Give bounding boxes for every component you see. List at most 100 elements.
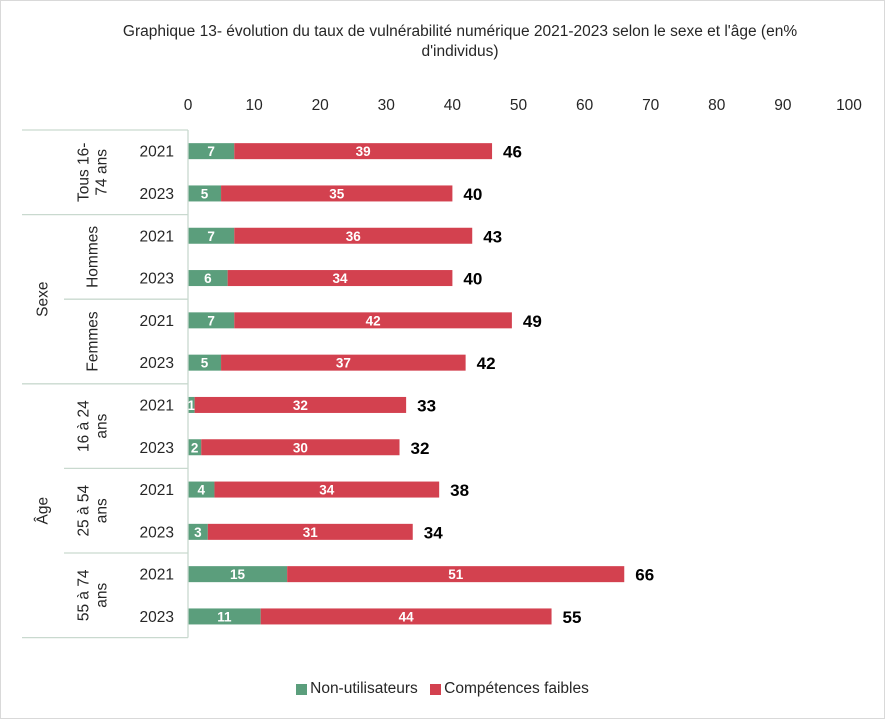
year-label: 2023 — [140, 440, 174, 457]
bar-total-label: 40 — [463, 270, 482, 289]
bar-segment — [194, 396, 407, 413]
legend-item-competences-faibles: Compétences faibles — [430, 680, 589, 698]
year-label: 2021 — [140, 313, 174, 330]
subgroup-label: Tous 16-74 ans — [76, 143, 111, 202]
x-tick-label: 100 — [836, 97, 862, 114]
bar-total-label: 38 — [450, 481, 469, 500]
bar-segment — [234, 227, 473, 244]
x-tick-label: 50 — [510, 97, 528, 114]
x-tick-label: 30 — [378, 97, 396, 114]
bar-segment-label: 44 — [399, 609, 415, 624]
x-tick-label: 0 — [184, 97, 193, 114]
bar-total-label: 32 — [411, 439, 430, 458]
year-label: 2021 — [140, 482, 174, 499]
year-label: 2023 — [140, 609, 174, 626]
bar-total-label: 42 — [477, 354, 496, 373]
bar-segment — [188, 185, 222, 202]
bar-segment — [188, 396, 195, 413]
bar-segment — [260, 608, 552, 625]
bar-segment — [201, 439, 400, 456]
chart-title: Graphique 13- évolution du taux de vulné… — [122, 23, 798, 60]
subgroup-label: Hommes — [85, 226, 102, 288]
bar-total-label: 33 — [417, 396, 436, 415]
bar-segment — [188, 566, 288, 583]
bar-segment — [214, 481, 440, 498]
group-label: Sexe — [35, 282, 52, 317]
bar-segment-label: 7 — [207, 313, 215, 328]
bar-segment-label: 35 — [329, 186, 345, 201]
bar-segment-label: 37 — [336, 356, 351, 371]
bar-segment-label: 7 — [207, 229, 215, 244]
bar-segment-label: 51 — [448, 567, 464, 582]
bar-segment — [287, 566, 625, 583]
bar-segment-label: 39 — [356, 144, 371, 159]
bar-segment-label: 5 — [201, 356, 209, 371]
bar-segment — [188, 523, 208, 540]
bar-segment — [234, 312, 512, 329]
bar-segment-label: 34 — [333, 271, 349, 286]
legend-label-non-utilisateurs: Non-utilisateurs — [310, 680, 418, 697]
bar-segment — [221, 354, 466, 371]
bar-segment-label: 3 — [194, 525, 202, 540]
bar-segment-label: 2 — [191, 440, 199, 455]
year-label: 2021 — [140, 144, 174, 161]
bar-total-label: 43 — [483, 227, 502, 246]
bar-segment-label: 7 — [207, 144, 215, 159]
bar-segment — [227, 270, 453, 287]
bar-segment — [188, 270, 228, 287]
bar-segment-label: 11 — [217, 609, 232, 624]
bar-segment-label: 4 — [197, 483, 205, 498]
subgroup-label: 25 à 54ans — [76, 484, 111, 536]
x-tick-label: 70 — [642, 97, 660, 114]
year-label: 2021 — [140, 228, 174, 245]
bar-total-label: 49 — [523, 312, 542, 331]
bar-segment-label: 30 — [293, 440, 308, 455]
x-tick-label: 80 — [708, 97, 726, 114]
subgroup-label: Femmes — [85, 311, 102, 372]
bar-segment — [188, 143, 235, 160]
bar-segment-label: 42 — [366, 313, 381, 328]
bar-segment-label: 1 — [188, 398, 196, 413]
year-label: 2023 — [140, 524, 174, 541]
x-tick-label: 90 — [774, 97, 792, 114]
bar-segment-label: 32 — [293, 398, 308, 413]
x-tick-label: 10 — [245, 97, 263, 114]
bar-segment — [188, 608, 261, 625]
x-tick-label: 40 — [444, 97, 462, 114]
bar-total-label: 55 — [563, 608, 582, 627]
bar-segment-label: 5 — [201, 186, 209, 201]
legend-swatch-competences-faibles — [430, 683, 442, 695]
bar-segment — [188, 481, 215, 498]
chart-legend: Non-utilisateurs Compétences faibles — [0, 680, 885, 700]
bar-segment — [221, 185, 453, 202]
bar-segment-label: 36 — [346, 229, 362, 244]
bar-segment — [188, 354, 222, 371]
x-tick-label: 60 — [576, 97, 594, 114]
legend-label-competences-faibles: Compétences faibles — [444, 680, 589, 697]
bar-total-label: 40 — [463, 185, 482, 204]
bar-segment-label: 31 — [303, 525, 319, 540]
year-label: 2023 — [140, 355, 174, 372]
bar-segment — [207, 523, 413, 540]
x-tick-label: 20 — [312, 97, 330, 114]
subgroup-label: 55 à 74ans — [76, 569, 111, 621]
year-label: 2023 — [140, 186, 174, 203]
bar-segment — [188, 439, 202, 456]
legend-item-non-utilisateurs: Non-utilisateurs — [296, 680, 418, 698]
bar-segment-label: 15 — [230, 567, 246, 582]
subgroup-label: 16 à 24ans — [76, 400, 111, 452]
year-label: 2021 — [140, 397, 174, 414]
bar-segment-label: 34 — [319, 483, 335, 498]
bar-total-label: 46 — [503, 143, 522, 162]
bar-total-label: 66 — [635, 566, 654, 585]
group-label: Âge — [35, 497, 52, 525]
year-label: 2021 — [140, 567, 174, 584]
legend-swatch-non-utilisateurs — [296, 683, 308, 695]
bar-total-label: 34 — [424, 523, 443, 542]
year-label: 2023 — [140, 271, 174, 288]
bar-segment — [188, 312, 235, 329]
bar-segment — [188, 227, 235, 244]
bar-segment — [234, 143, 493, 160]
bar-segment-label: 6 — [204, 271, 212, 286]
